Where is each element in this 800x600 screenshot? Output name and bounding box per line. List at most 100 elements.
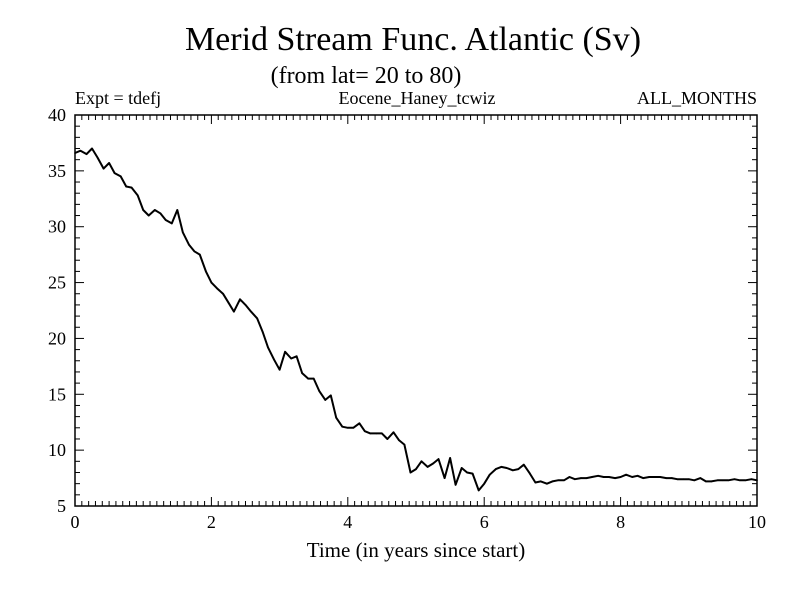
data-point: [546, 482, 548, 485]
data-point: [483, 482, 486, 485]
data-point: [278, 368, 281, 371]
data-point: [267, 346, 269, 349]
data-point: [147, 214, 150, 217]
data-point: [91, 147, 93, 150]
data-point: [500, 466, 503, 468]
data-point: [347, 427, 349, 429]
data-point: [710, 480, 713, 483]
data-point: [216, 287, 218, 290]
data-point: [341, 425, 344, 428]
data-point: [205, 270, 207, 273]
data-point: [130, 186, 133, 189]
data-point: [113, 172, 116, 174]
data-point: [324, 399, 327, 401]
data-point: [159, 212, 162, 215]
data-point: [108, 162, 110, 164]
data-point: [540, 480, 542, 483]
data-point: [597, 475, 599, 477]
chart-title: Merid Stream Func. Atlantic (Sv): [185, 21, 641, 58]
y-axis: 5 10 15 20 25 30 35 40: [48, 105, 757, 516]
data-point: [534, 481, 537, 484]
data-point: [505, 467, 508, 469]
data-point: [665, 477, 668, 479]
x-axis-label: Time (in years since start): [307, 538, 526, 562]
data-point: [364, 430, 366, 433]
series-line: [74, 147, 758, 492]
data-point: [529, 472, 531, 475]
data-point: [488, 473, 491, 476]
chart-subtitle: (from lat= 20 to 80): [271, 63, 462, 89]
data-point: [409, 471, 412, 474]
data-point: [256, 317, 258, 320]
data-point: [79, 149, 82, 152]
data-point: [369, 432, 372, 435]
data-point: [722, 479, 724, 482]
data-point: [460, 467, 463, 469]
data-point: [176, 209, 179, 211]
x-tick-label: 2: [207, 512, 216, 532]
series-points: [74, 147, 758, 492]
data-point: [381, 432, 383, 435]
data-point: [403, 443, 406, 446]
x-axis: 0 2 4 6 8 10: [71, 115, 766, 532]
plot-frame: [74, 114, 758, 507]
data-point: [551, 480, 554, 483]
data-point: [432, 462, 434, 465]
data-point: [443, 477, 446, 479]
data-point: [574, 478, 576, 481]
data-point: [375, 432, 378, 435]
data-point: [495, 468, 497, 470]
x-tick-label: 8: [616, 512, 625, 532]
months-label: ALL_MONTHS: [637, 88, 757, 108]
data-point: [625, 473, 627, 476]
data-point: [756, 479, 758, 482]
data-point: [471, 472, 474, 475]
data-point: [671, 477, 673, 479]
data-point: [227, 301, 230, 304]
data-point: [653, 476, 656, 478]
data-point: [312, 377, 315, 380]
x-tick-label: 6: [480, 512, 489, 532]
data-point: [676, 478, 678, 481]
y-tick-label: 25: [48, 273, 66, 293]
data-point: [591, 476, 593, 478]
plot-border: [74, 114, 758, 507]
data-point: [733, 478, 736, 481]
data-point: [164, 219, 167, 221]
data-point: [517, 468, 520, 470]
data-point: [568, 476, 571, 478]
data-point: [392, 431, 395, 434]
data-point: [602, 476, 605, 478]
data-point: [642, 477, 644, 479]
data-point: [682, 478, 685, 481]
data-point: [614, 477, 616, 479]
data-point: [210, 281, 213, 284]
y-tick-label: 5: [57, 496, 66, 516]
data-point: [415, 468, 417, 470]
data-point: [512, 469, 514, 472]
data-point: [119, 175, 122, 178]
y-tick-label: 10: [48, 440, 66, 460]
data-point: [85, 153, 88, 155]
data-point: [739, 479, 741, 482]
data-point: [454, 484, 457, 486]
data-point: [74, 152, 76, 154]
data-point: [125, 185, 127, 188]
data-point: [250, 310, 252, 313]
data-point: [477, 489, 480, 492]
data-point: [307, 377, 310, 380]
data-point: [182, 231, 184, 234]
data-point: [171, 222, 173, 225]
data-point: [136, 194, 139, 197]
data-point: [716, 479, 719, 482]
data-point: [750, 478, 753, 481]
data-point: [301, 372, 303, 374]
data-point: [199, 253, 201, 256]
data-point: [290, 357, 293, 360]
data-point: [295, 355, 298, 358]
data-point: [261, 330, 264, 333]
data-point: [244, 304, 247, 306]
data-point: [659, 476, 661, 478]
data-point: [284, 351, 286, 353]
